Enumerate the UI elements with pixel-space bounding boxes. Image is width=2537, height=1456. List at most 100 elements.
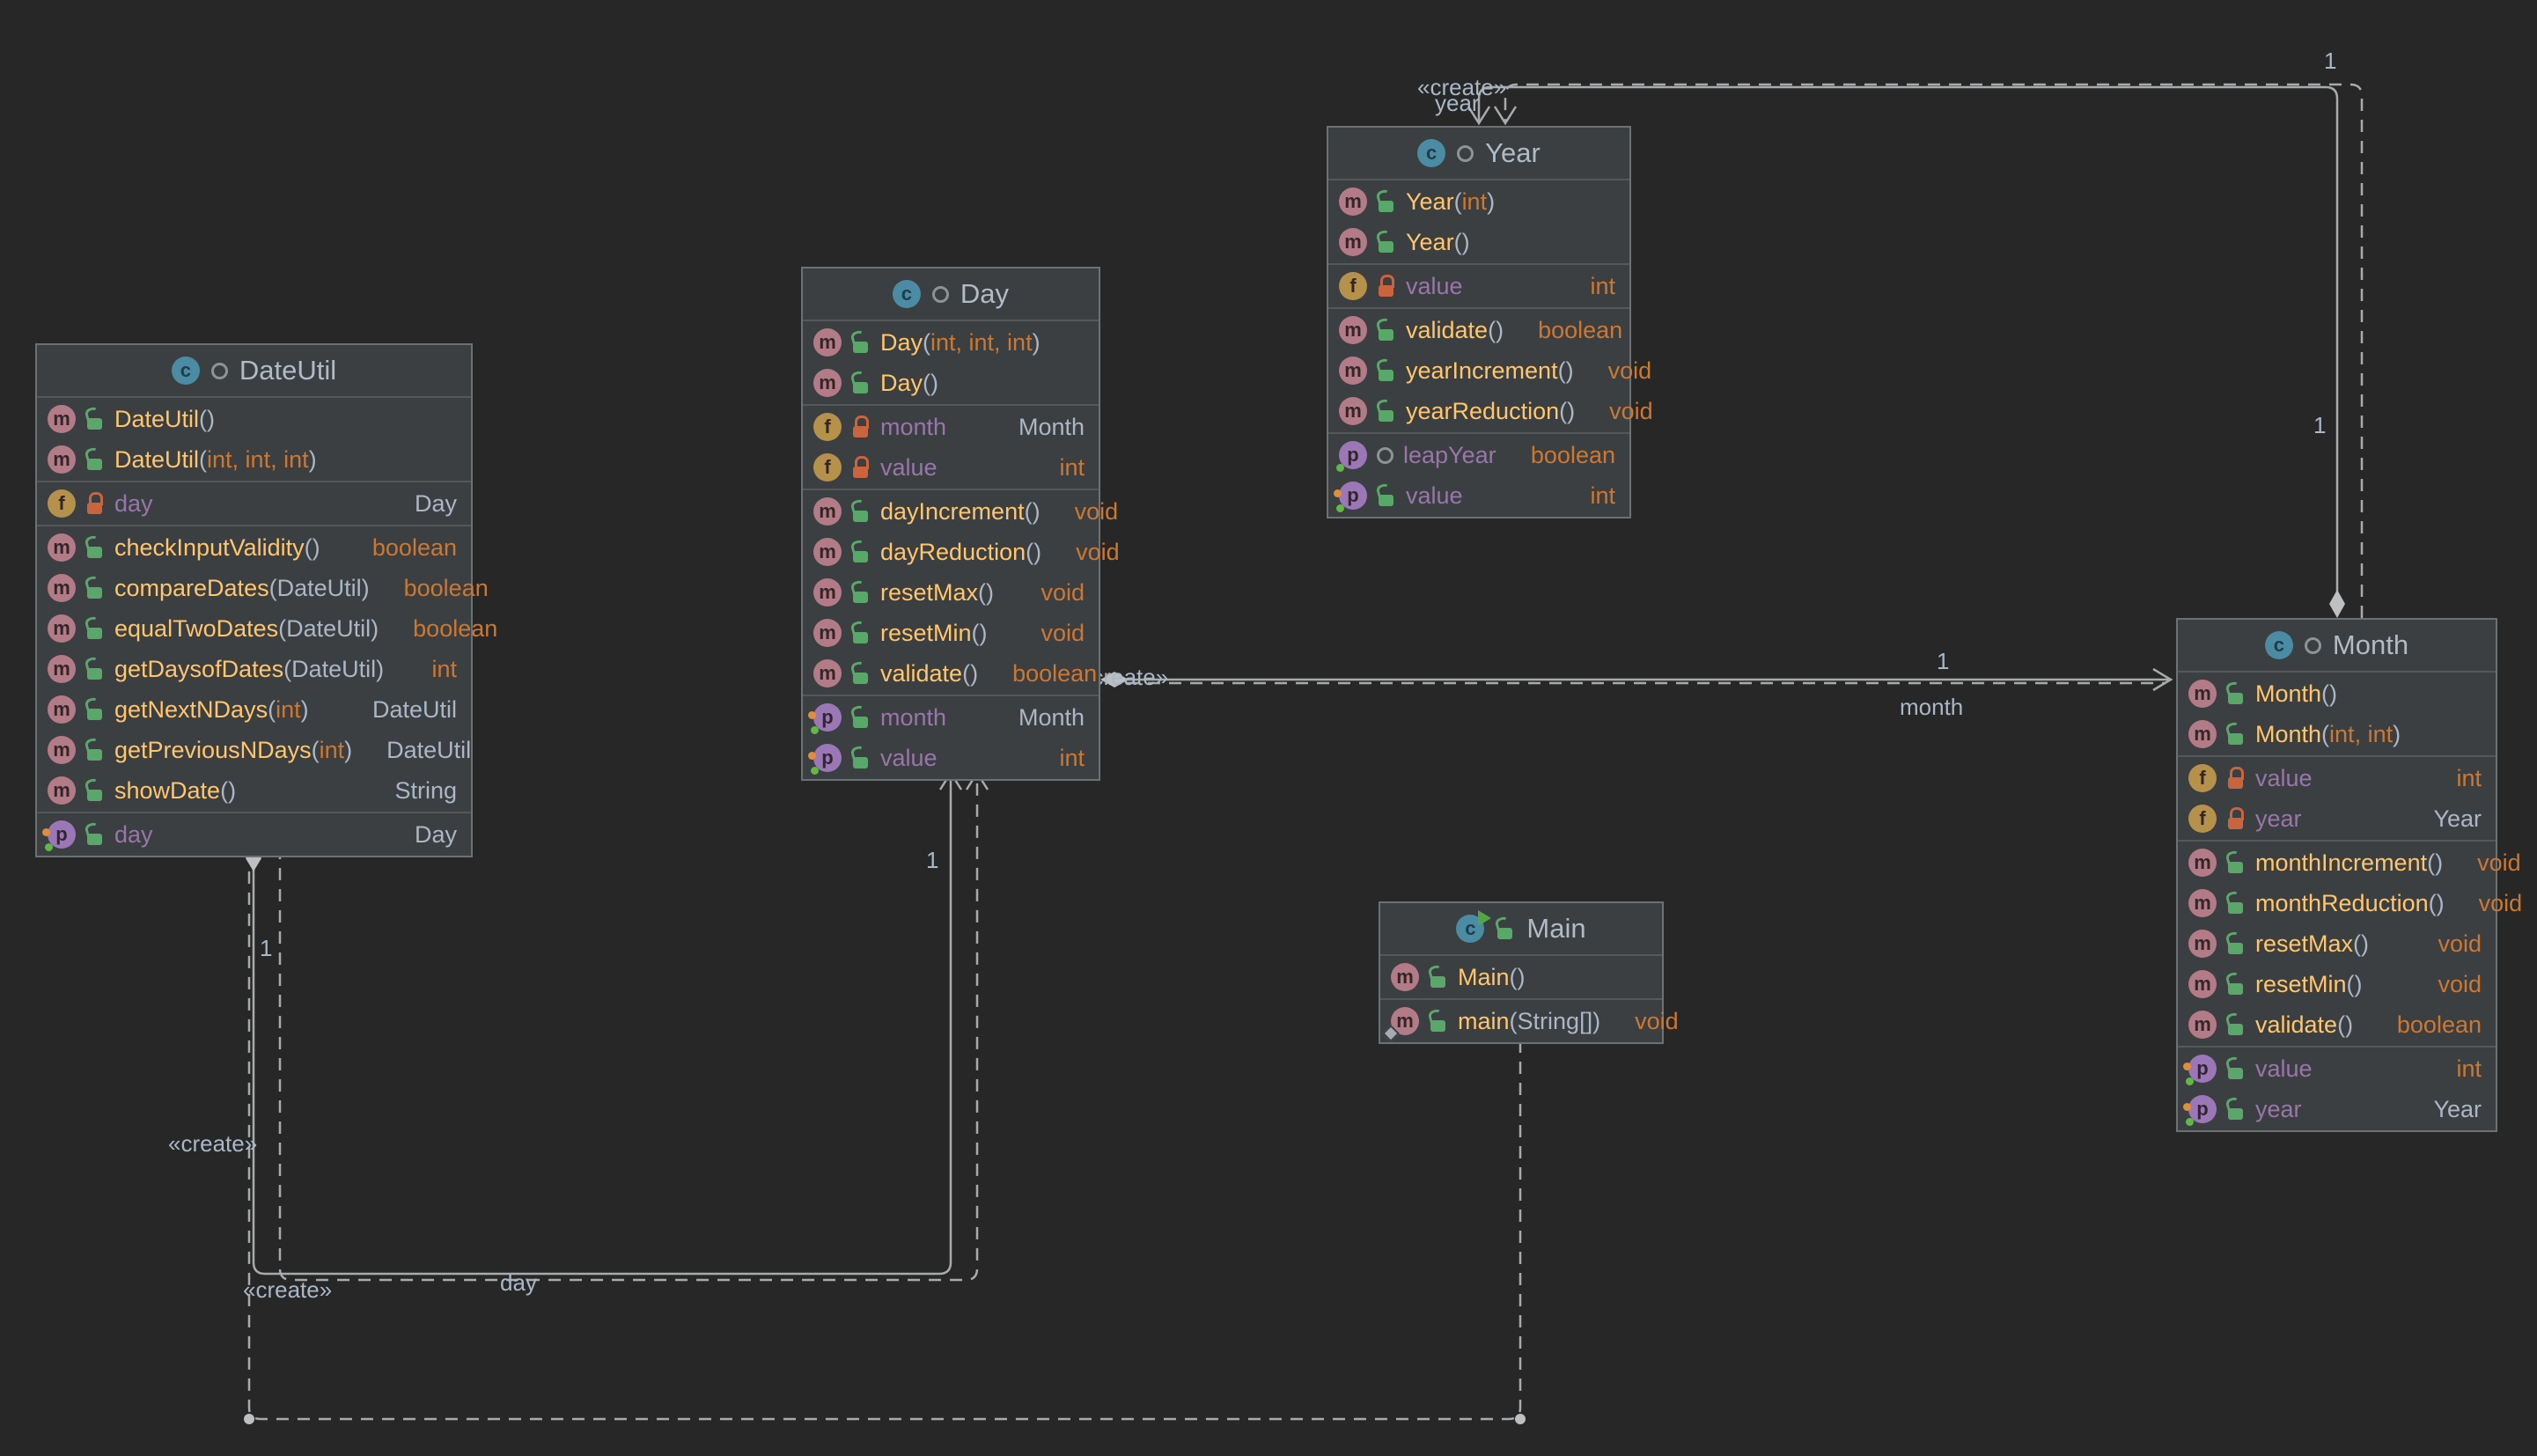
methods-section: m main(String[]) void: [1380, 998, 1679, 1042]
member-name: monthReduction: [2255, 889, 2429, 916]
member-row[interactable]: m resetMax() void: [2178, 923, 2496, 964]
member-row[interactable]: m dayIncrement() void: [803, 491, 1118, 532]
member-type: boolean: [1538, 316, 1623, 343]
member-row[interactable]: m Day(): [803, 363, 1099, 403]
private-lock-icon: [2226, 805, 2246, 832]
member-row[interactable]: f month Month: [803, 407, 1099, 447]
field-badge-icon: f: [813, 453, 842, 482]
member-type: int: [2456, 764, 2482, 791]
member-row[interactable]: m monthIncrement() void: [2178, 842, 2521, 883]
member-row[interactable]: f value int: [2178, 758, 2496, 798]
public-lock-icon: [851, 539, 871, 565]
member-row[interactable]: m Main(): [1380, 957, 1662, 997]
member-name: Month: [2255, 720, 2322, 747]
class-node-dateutil[interactable]: c DateUtil m DateUtil() m DateUtil(int, in…: [35, 343, 497, 857]
member-row[interactable]: m DateUtil(): [37, 399, 471, 439]
property-badge-icon: p: [2183, 1095, 2217, 1126]
member-row[interactable]: p month Month: [803, 697, 1099, 738]
member-row[interactable]: m yearReduction() void: [1328, 391, 1653, 431]
member-row[interactable]: m checkInputValidity() boolean: [37, 527, 471, 568]
member-row[interactable]: f year Year: [2178, 798, 2496, 839]
methods-section: m monthIncrement() void m monthReduction() v…: [2178, 840, 2522, 1046]
static-method-badge-icon: m: [1391, 1007, 1419, 1035]
class-node-month[interactable]: c Month m Month() m Month(int, int) f value…: [2176, 618, 2522, 1132]
field-badge-icon: f: [2188, 805, 2217, 833]
member-row[interactable]: m showDate() String: [37, 770, 471, 811]
class-node-main[interactable]: c Main m Main() m main(String[]) void: [1379, 901, 1679, 1044]
public-lock-icon: [1429, 1008, 1448, 1034]
member-type: int: [1590, 482, 1615, 509]
member-name: Day: [880, 369, 923, 396]
member-row[interactable]: m getNextNDays(int) DateUtil: [37, 689, 471, 730]
member-row[interactable]: p value int: [1328, 475, 1629, 516]
class-title: DateUtil: [239, 355, 337, 386]
member-row[interactable]: m dayReduction() void: [803, 532, 1120, 572]
member-type: boolean: [371, 533, 457, 561]
member-row[interactable]: m monthReduction() void: [2178, 883, 2522, 923]
member-name: value: [2255, 764, 2313, 791]
member-type: Year: [2433, 805, 2482, 832]
member-row[interactable]: m Year(): [1328, 222, 1629, 262]
field-badge-icon: f: [2188, 764, 2217, 792]
public-lock-icon: [851, 704, 871, 731]
member-row[interactable]: f day Day: [37, 483, 471, 524]
member-row[interactable]: f value int: [803, 447, 1099, 488]
field-badge-icon: f: [813, 413, 842, 441]
public-lock-icon: [1377, 357, 1396, 384]
method-badge-icon: m: [1339, 357, 1367, 385]
member-type: Month: [1018, 413, 1085, 440]
member-row[interactable]: m getDaysofDates(DateUtil) int: [37, 649, 471, 689]
member-type: void: [1076, 538, 1120, 565]
method-badge-icon: m: [48, 736, 76, 764]
package-visibility-icon: [2304, 636, 2321, 654]
public-lock-icon: [851, 579, 871, 606]
member-row[interactable]: m resetMin() void: [803, 613, 1099, 653]
member-row[interactable]: p value int: [2178, 1048, 2496, 1089]
member-row[interactable]: m validate() boolean: [1328, 310, 1629, 350]
member-type: void: [1074, 497, 1119, 525]
class-node-year[interactable]: c Year m Year(int) m Year() f value int m val…: [1327, 126, 1653, 518]
member-row[interactable]: m compareDates(DateUtil) boolean: [37, 568, 489, 608]
class-node-day[interactable]: c Day m Day(int, int, int) m Day() f month M…: [801, 267, 1120, 781]
fields-section: f month Month f value int: [803, 404, 1099, 489]
member-row[interactable]: m validate() boolean: [803, 653, 1099, 694]
public-lock-icon: [1377, 398, 1396, 424]
member-name: DateUtil: [114, 445, 200, 473]
member-type: void: [2477, 849, 2521, 876]
method-badge-icon: m: [1339, 228, 1367, 256]
member-row[interactable]: m validate() boolean: [2178, 1004, 2496, 1045]
member-row[interactable]: m resetMax() void: [803, 572, 1099, 613]
member-row[interactable]: m Year(int): [1328, 181, 1629, 222]
member-row[interactable]: p year Year: [2178, 1089, 2496, 1129]
private-lock-icon: [1377, 273, 1396, 299]
member-row[interactable]: m main(String[]) void: [1380, 1001, 1679, 1041]
class-title: Main: [1526, 913, 1586, 944]
member-row[interactable]: m yearIncrement() void: [1328, 350, 1651, 391]
member-row[interactable]: m Month(): [2178, 673, 2496, 714]
member-row[interactable]: m DateUtil(int, int, int): [37, 439, 471, 480]
member-name: validate: [2255, 1011, 2338, 1038]
member-type: void: [1041, 619, 1085, 646]
member-type: DateUtil: [386, 736, 472, 763]
member-row[interactable]: p leapYear boolean: [1328, 435, 1629, 475]
member-row[interactable]: m getPreviousNDays(int) DateUtil: [37, 730, 471, 770]
class-icon: c: [1417, 139, 1446, 167]
private-lock-icon: [851, 454, 871, 481]
member-type: int: [431, 655, 457, 682]
member-row[interactable]: p day Day: [37, 814, 471, 855]
method-badge-icon: m: [2188, 720, 2217, 748]
member-name: dayReduction: [880, 538, 1026, 565]
member-row[interactable]: m equalTwoDates(DateUtil) boolean: [37, 608, 497, 649]
member-row[interactable]: m resetMin() void: [2178, 964, 2496, 1004]
member-row[interactable]: p value int: [803, 738, 1099, 778]
member-row[interactable]: f value int: [1328, 266, 1629, 306]
member-row[interactable]: m Month(int, int): [2178, 714, 2496, 754]
edge-label-multiplicity: 1: [1937, 648, 1950, 674]
member-row[interactable]: m Day(int, int, int): [803, 322, 1099, 363]
member-name: value: [1406, 272, 1463, 299]
property-badge-icon: p: [42, 820, 76, 851]
edge-label-create-year: «create»: [1417, 74, 1507, 100]
constructors-section: m DateUtil() m DateUtil(int, int, int): [37, 398, 471, 481]
method-badge-icon: m: [2188, 849, 2217, 877]
class-header: c Year: [1328, 128, 1629, 180]
